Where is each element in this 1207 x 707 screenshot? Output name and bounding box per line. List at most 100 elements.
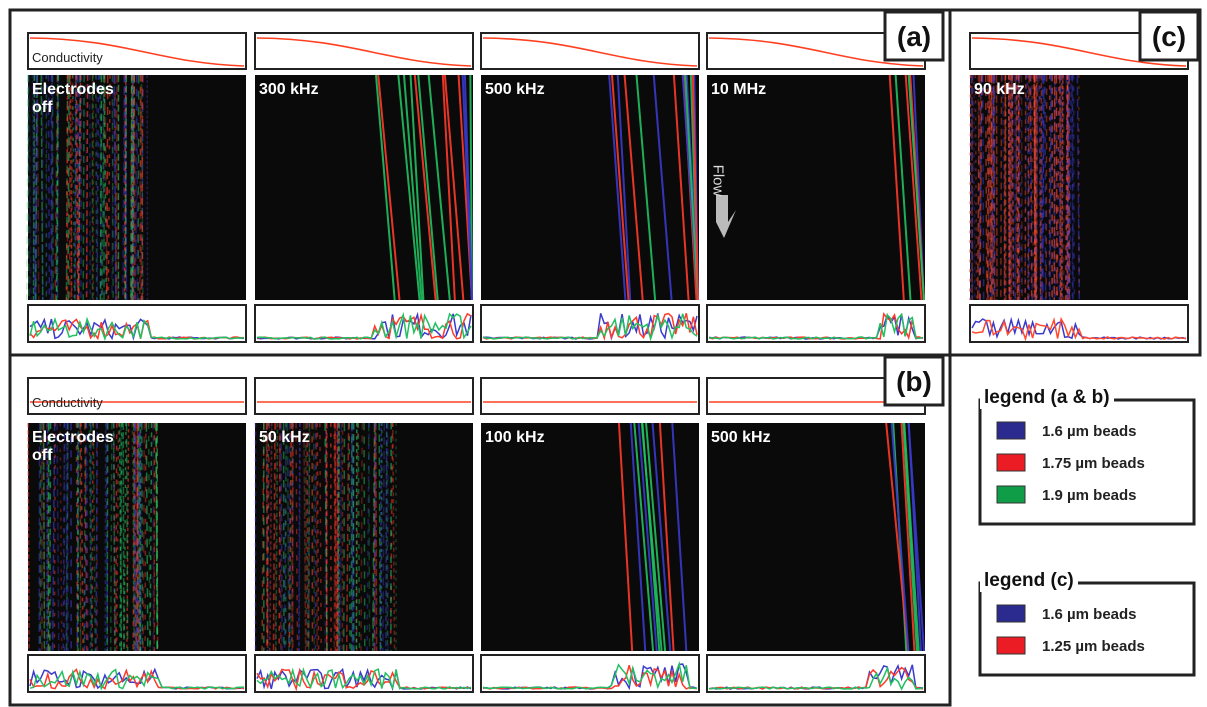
streak: [1042, 74, 1045, 301]
profile-box: [706, 654, 926, 693]
streak: [1033, 74, 1037, 301]
streak: [56, 74, 60, 301]
streak: [1049, 74, 1052, 301]
streak: [978, 74, 982, 301]
streak: [671, 422, 688, 652]
streak: [374, 422, 377, 652]
streak: [885, 422, 910, 652]
frame-label: Electrodes off: [32, 429, 114, 464]
legend-swatch: [996, 604, 1026, 623]
streak: [351, 422, 354, 652]
streak: [278, 422, 282, 652]
streak: [1065, 74, 1069, 301]
streak: [295, 422, 299, 652]
streak: [139, 74, 142, 301]
streak: [69, 74, 73, 301]
streak: [42, 422, 46, 652]
frame-label: 500 kHz: [485, 81, 545, 98]
streak: [987, 74, 990, 301]
streak: [123, 74, 127, 301]
streak: [85, 74, 89, 301]
streak: [1038, 74, 1042, 301]
streak: [155, 422, 158, 652]
streak: [360, 422, 363, 652]
streak: [651, 422, 672, 652]
streak: [141, 422, 144, 652]
streak: [1071, 74, 1074, 301]
streak: [53, 422, 56, 652]
streak: [80, 74, 83, 301]
frame-label: 500 kHz: [711, 429, 771, 446]
streak: [120, 422, 123, 652]
streak: [265, 422, 269, 652]
streak: [684, 74, 699, 301]
streak: [629, 422, 647, 652]
streak: [890, 422, 910, 652]
conductivity-curve: [482, 37, 698, 67]
streak: [135, 422, 139, 652]
frame-label: Electrodes off: [32, 81, 114, 116]
streak: [65, 422, 69, 652]
conductivity-label: Conductivity: [32, 50, 103, 65]
streak: [463, 74, 473, 301]
streak: [66, 422, 69, 652]
streak: [427, 74, 451, 301]
legend-frame: [978, 581, 1196, 677]
streak: [101, 74, 105, 301]
streak: [1048, 74, 1052, 301]
streak: [269, 422, 273, 652]
streak: [409, 74, 425, 301]
conductivity-box: [27, 377, 247, 415]
streak: [67, 74, 70, 301]
streak: [145, 422, 149, 652]
streak: [74, 74, 77, 301]
streak: [319, 422, 322, 652]
streak: [1000, 74, 1003, 301]
streak: [973, 74, 976, 301]
streak: [382, 422, 386, 652]
streak: [139, 74, 142, 301]
streak: [104, 422, 107, 652]
streak: [39, 422, 43, 652]
profile-box: [254, 654, 474, 693]
streak: [56, 422, 60, 652]
streak: [986, 74, 989, 301]
legend-title: legend (a & b): [980, 387, 1114, 409]
streak: [112, 422, 116, 652]
streak: [888, 74, 905, 301]
streak: [109, 422, 113, 652]
streak: [288, 422, 291, 652]
streak: [290, 422, 294, 652]
conductivity-curve: [29, 37, 245, 67]
profile-box: [969, 304, 1189, 343]
streak: [907, 74, 925, 301]
streak: [84, 74, 89, 301]
streak: [46, 422, 50, 652]
streak: [132, 74, 135, 301]
frame-label: 50 kHz: [259, 429, 310, 446]
micrograph: [28, 75, 246, 300]
streak: [1034, 74, 1037, 301]
profile-trace: [29, 316, 245, 341]
streak: [978, 74, 982, 301]
streak: [111, 74, 115, 301]
streak: [640, 422, 663, 652]
streak: [635, 74, 657, 301]
streak: [291, 422, 295, 652]
conductivity-box: [254, 377, 474, 415]
streak: [95, 422, 99, 652]
streak: [283, 422, 287, 652]
streak: [79, 422, 82, 652]
streak: [1027, 74, 1030, 301]
panel-label-box: [1138, 10, 1200, 62]
streak: [137, 422, 142, 652]
streak: [1024, 74, 1027, 301]
streak: [904, 74, 923, 301]
streak: [1033, 74, 1038, 301]
streak: [118, 422, 123, 652]
profile-trace: [29, 668, 245, 691]
legend-swatch: [996, 421, 1026, 440]
legend-item: 1.6 µm beads: [1042, 606, 1137, 623]
panel-label-box: [883, 355, 945, 407]
streak: [136, 422, 140, 652]
